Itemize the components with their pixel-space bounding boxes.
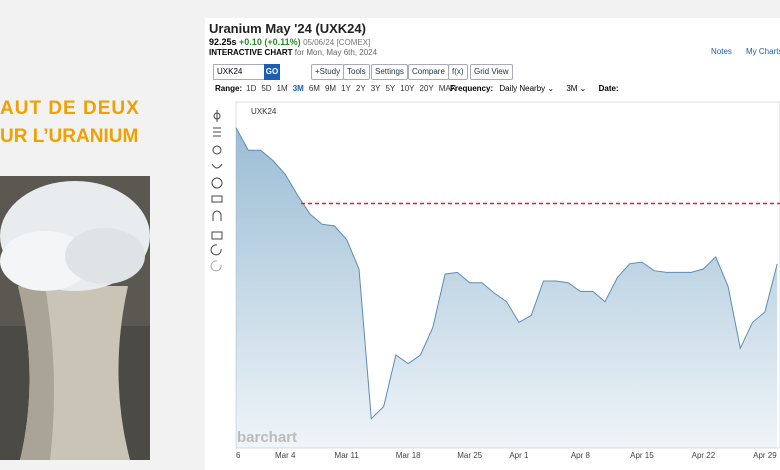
frequency-row: Frequency: Daily Nearby ⌄ 3M ⌄ Date:: [450, 84, 619, 93]
x-tick-label: Mar 18: [396, 451, 421, 460]
x-tick-label: Apr 1: [509, 451, 529, 460]
legend-symbol: UXK24: [251, 107, 277, 116]
change: +0.10 (+0.11%): [239, 37, 301, 47]
toolbar-button[interactable]: Tools: [343, 64, 370, 80]
x-tick-label: Mar 11: [335, 451, 360, 460]
range-option[interactable]: 3M: [292, 84, 304, 93]
ranges: 1D 5D 1M 3M 6M 9M 1Y 2Y 3Y 5Y 10Y 20Y MAX: [246, 84, 461, 93]
range-row: Range: 1D 5D 1M 3M 6M 9M 1Y 2Y 3Y 5Y 10Y 20Y MAX: [215, 84, 461, 93]
range-label: Range:: [215, 84, 243, 93]
chart: UXK24 barchart 6 Mar 4 Mar 11 Mar 18 Mar 25 A…: [210, 101, 780, 460]
x-tick-label: Apr 15: [630, 451, 654, 460]
range-option[interactable]: 1M: [276, 84, 288, 93]
notes-link[interactable]: Notes: [711, 47, 732, 56]
subtitle-row: INTERACTIVE CHART for Mon, May 6th, 2024: [209, 48, 377, 57]
toolbar-button[interactable]: Compare: [408, 64, 449, 80]
toolbar-button[interactable]: Settings: [371, 64, 408, 80]
left-heading: UR L’URANIUM: [0, 126, 139, 147]
x-tick-label: Apr 8: [571, 451, 591, 460]
range-option[interactable]: 1Y: [341, 84, 351, 93]
range-option[interactable]: 9M: [324, 84, 337, 93]
range-option[interactable]: 1D: [246, 84, 257, 93]
tower-photo: [0, 176, 150, 460]
x-tick-label: Mar 4: [275, 451, 296, 460]
toolbar-button[interactable]: Grid View: [470, 64, 513, 80]
my-charts-link[interactable]: My Charts: [746, 47, 780, 56]
x-tick-label: Apr 22: [692, 451, 716, 460]
range-option[interactable]: 2Y: [355, 84, 366, 93]
title: Uranium May '24 (UXK24): [209, 21, 366, 36]
range-option[interactable]: 5Y: [385, 84, 396, 93]
line: [235, 127, 778, 420]
range-option[interactable]: 10Y: [400, 84, 415, 93]
area: [236, 127, 778, 449]
left-heading: AUT DE DEUX: [0, 98, 140, 119]
date-label: Date:: [598, 84, 619, 93]
quote-date: 05/06/24 [COMEX]: [303, 38, 371, 47]
subtitle: INTERACTIVE CHART: [209, 48, 293, 57]
range-option[interactable]: 6M: [308, 84, 320, 93]
range-option[interactable]: 5D: [261, 84, 272, 93]
range-option[interactable]: 3Y: [370, 84, 381, 93]
x-tick-label: Mar 25: [457, 451, 482, 460]
subtitle-date: for Mon, May 6th, 2024: [294, 48, 378, 57]
period[interactable]: 3M: [566, 84, 578, 93]
toolbar-button[interactable]: f(x): [448, 64, 468, 80]
symbol-input[interactable]: UXK24: [213, 64, 266, 80]
price: 92.25s: [209, 37, 237, 47]
x-tick-label: Apr 29: [753, 451, 777, 460]
go-button[interactable]: GO: [264, 64, 280, 80]
range-option[interactable]: 20Y: [419, 84, 434, 93]
toolbar-button[interactable]: +Study: [311, 64, 345, 80]
quote: 92.25s +0.10 (+0.11%) 05/06/24 [COMEX]: [209, 37, 370, 47]
frequency[interactable]: Daily Nearby: [499, 84, 546, 93]
range-option[interactable]: MAX: [438, 84, 457, 93]
frequency-label: Frequency:: [450, 84, 494, 93]
x-tick-label: 6: [236, 451, 241, 460]
tool-icons: [210, 110, 223, 272]
watermark: barchart: [237, 429, 297, 446]
